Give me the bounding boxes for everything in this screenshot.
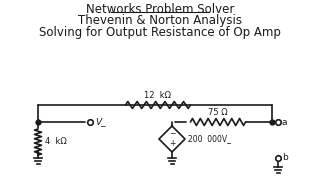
Text: 4  kΩ: 4 kΩ bbox=[45, 138, 67, 147]
Text: 200  000V_: 200 000V_ bbox=[188, 134, 231, 143]
Text: 12  kΩ: 12 kΩ bbox=[145, 91, 172, 100]
Text: −: − bbox=[169, 129, 175, 138]
Text: +: + bbox=[169, 140, 175, 148]
Text: V_: V_ bbox=[95, 118, 106, 127]
Text: 75 Ω: 75 Ω bbox=[208, 108, 228, 117]
Text: Networks Problem Solver: Networks Problem Solver bbox=[86, 3, 234, 16]
Text: Thevenin & Norton Analysis: Thevenin & Norton Analysis bbox=[78, 14, 242, 27]
Text: Solving for Output Resistance of Op Amp: Solving for Output Resistance of Op Amp bbox=[39, 26, 281, 39]
Text: b: b bbox=[282, 154, 288, 163]
Text: a: a bbox=[282, 118, 287, 127]
